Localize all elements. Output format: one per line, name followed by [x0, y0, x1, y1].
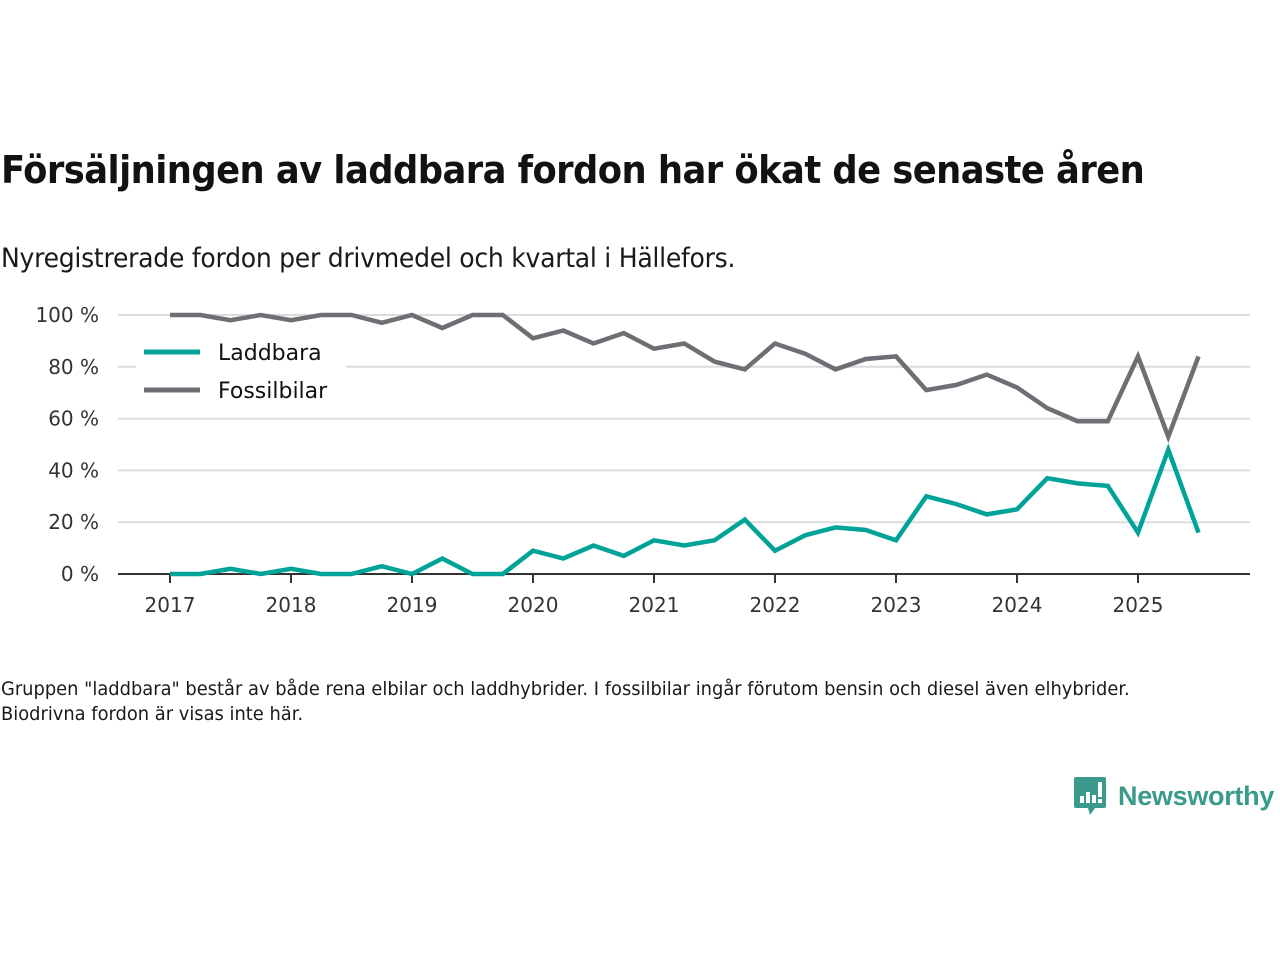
legend-background — [136, 332, 346, 410]
brand-logo[interactable]: Newsworthy — [1073, 776, 1274, 816]
x-tick-label: 2020 — [508, 593, 559, 617]
x-tick-label: 2019 — [387, 593, 438, 617]
y-tick-label: 80 % — [48, 355, 99, 379]
y-tick-label: 100 % — [35, 303, 99, 327]
x-tick-label: 2023 — [871, 593, 922, 617]
footnote: Gruppen "laddbara" består av både rena e… — [1, 678, 1130, 725]
x-tick-label: 2018 — [266, 593, 317, 617]
y-axis: 0 % 20 % 40 % 60 % 80 % 100 % — [35, 303, 99, 586]
series-line-laddbara — [170, 443, 1201, 577]
x-tick-label: 2017 — [145, 593, 196, 617]
series-line-fossilbilar — [170, 312, 1201, 444]
series-lines — [170, 312, 1201, 577]
x-tick-label: 2024 — [992, 593, 1043, 617]
line-chart: 0 % 20 % 40 % 60 % 80 % 100 % 2017 2018 2019 202… — [35, 303, 1250, 617]
legend-label: Fossilbilar — [218, 379, 328, 404]
legend: Laddbara Fossilbilar — [136, 332, 346, 410]
brand-name: Newsworthy — [1118, 780, 1275, 811]
y-tick-label: 60 % — [48, 407, 99, 431]
x-tick-label: 2022 — [750, 593, 801, 617]
chart-subtitle: Nyregistrerade fordon per drivmedel och … — [1, 243, 736, 274]
x-axis: 2017 2018 2019 2020 2021 2022 2023 2024 2025 — [118, 573, 1250, 617]
y-tick-label: 20 % — [48, 510, 99, 534]
bar-chart-speech-bubble-icon — [1074, 777, 1106, 815]
y-tick-label: 0 % — [61, 562, 99, 586]
y-tick-label: 40 % — [48, 458, 99, 482]
x-tick-label: 2025 — [1113, 593, 1164, 617]
legend-label: Laddbara — [218, 341, 322, 366]
chart-title: Försäljningen av laddbara fordon har öka… — [1, 148, 1145, 192]
x-tick-label: 2021 — [629, 593, 680, 617]
